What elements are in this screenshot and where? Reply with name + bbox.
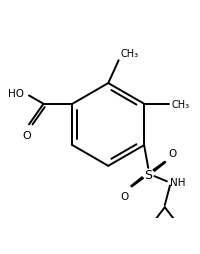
Text: HO: HO [8, 89, 24, 99]
Text: CH₃: CH₃ [171, 99, 189, 109]
Text: O: O [23, 130, 31, 140]
Text: O: O [168, 148, 176, 158]
Text: NH: NH [170, 178, 185, 188]
Text: CH₃: CH₃ [121, 49, 139, 59]
Text: S: S [144, 168, 152, 181]
Text: O: O [120, 191, 129, 201]
